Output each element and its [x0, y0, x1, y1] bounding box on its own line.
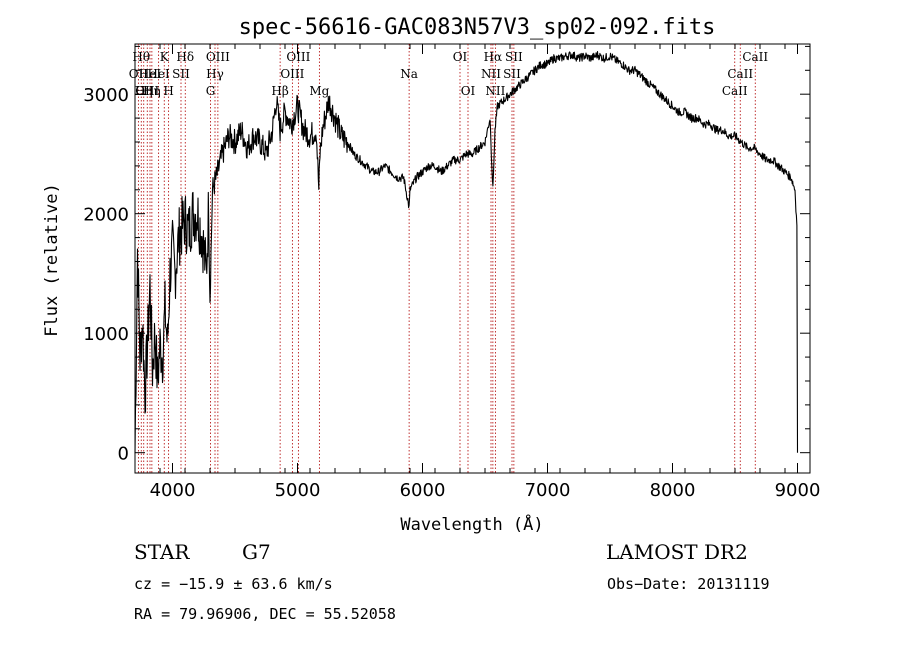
- y-tick-label: 0: [118, 444, 129, 465]
- marker-label-5175: Mg: [309, 84, 329, 98]
- marker-label-3969: H: [163, 84, 173, 98]
- y-tick-label: 2000: [83, 205, 129, 226]
- marker-label-6716: SII: [503, 67, 521, 81]
- marker-label-4102: Hδ: [176, 50, 194, 64]
- chart-title: spec-56616-GAC083N57V3_sp02-092.fits: [239, 15, 716, 40]
- x-tick-label: 8000: [650, 480, 696, 501]
- y-axis-label: Flux (relative): [42, 183, 62, 337]
- marker-label-3750: Hθ: [132, 50, 150, 64]
- marker-label-4340: Hγ: [206, 67, 224, 81]
- marker-label-8542: CaII: [727, 67, 753, 81]
- spectral-line-markers: [137, 44, 756, 473]
- marker-label-6583: NII: [485, 84, 505, 98]
- marker-label-4861: Hβ: [271, 84, 288, 98]
- marker-label-3835: Hη: [143, 84, 161, 98]
- spectrum-line: [134, 50, 799, 454]
- x-tick-label: 9000: [775, 480, 821, 501]
- marker-label-6563: Hα: [484, 50, 503, 64]
- x-tick-label: 7000: [525, 480, 571, 501]
- object-class: STAR: [134, 540, 190, 564]
- marker-label-5007: OIII: [286, 50, 310, 64]
- y-tick-label: 3000: [83, 85, 129, 106]
- marker-label-3889: HeI: [147, 67, 170, 81]
- marker-label-3934: K: [160, 50, 170, 64]
- x-tick-label: 5000: [275, 480, 321, 501]
- marker-label-3820: HeI: [139, 67, 162, 81]
- x-tick-label: 4000: [150, 480, 196, 501]
- object-subclass: G7: [242, 540, 271, 564]
- marker-label-6731: SII: [505, 50, 523, 64]
- x-axis-ticks: 4000 5000 6000 7000 8000 9000: [134, 44, 821, 501]
- marker-label-4363: OIII: [206, 50, 230, 64]
- observation-date: Obs−Date: 20131119: [607, 575, 770, 593]
- marker-label-8662: CaII: [742, 50, 768, 64]
- marker-label-3727: OII: [129, 67, 149, 81]
- marker-label-6548: NII: [481, 67, 501, 81]
- plot-frame: [134, 43, 811, 474]
- marker-label-6364: OI: [461, 84, 476, 98]
- marker-label-8498: CaII: [722, 84, 748, 98]
- x-axis-label: Wavelength (Å): [400, 513, 543, 535]
- redshift-velocity: cz = −15.9 ± 63.6 km/s: [134, 575, 333, 593]
- y-tick-label: 1000: [83, 324, 129, 345]
- spectral-line-labels: OIIHθHηOIIIHeIHηHeIKHSIIHδGHγOIIIHβOIIIO…: [129, 50, 769, 98]
- coordinates: RA = 79.96906, DEC = 55.52058: [134, 605, 396, 623]
- marker-label-6300: OI: [453, 50, 468, 64]
- x-tick-label: 6000: [400, 480, 446, 501]
- marker-label-4068: SII: [172, 67, 190, 81]
- y-axis-ticks: 0 1000 2000 3000: [83, 45, 810, 465]
- footer-info: STAR G7 LAMOST DR2 cz = −15.9 ± 63.6 km/…: [134, 540, 770, 623]
- marker-label-4304: G: [206, 84, 216, 98]
- marker-label-5893: Na: [400, 67, 418, 81]
- survey-name: LAMOST DR2: [606, 540, 748, 564]
- marker-label-4959: OIII: [280, 67, 304, 81]
